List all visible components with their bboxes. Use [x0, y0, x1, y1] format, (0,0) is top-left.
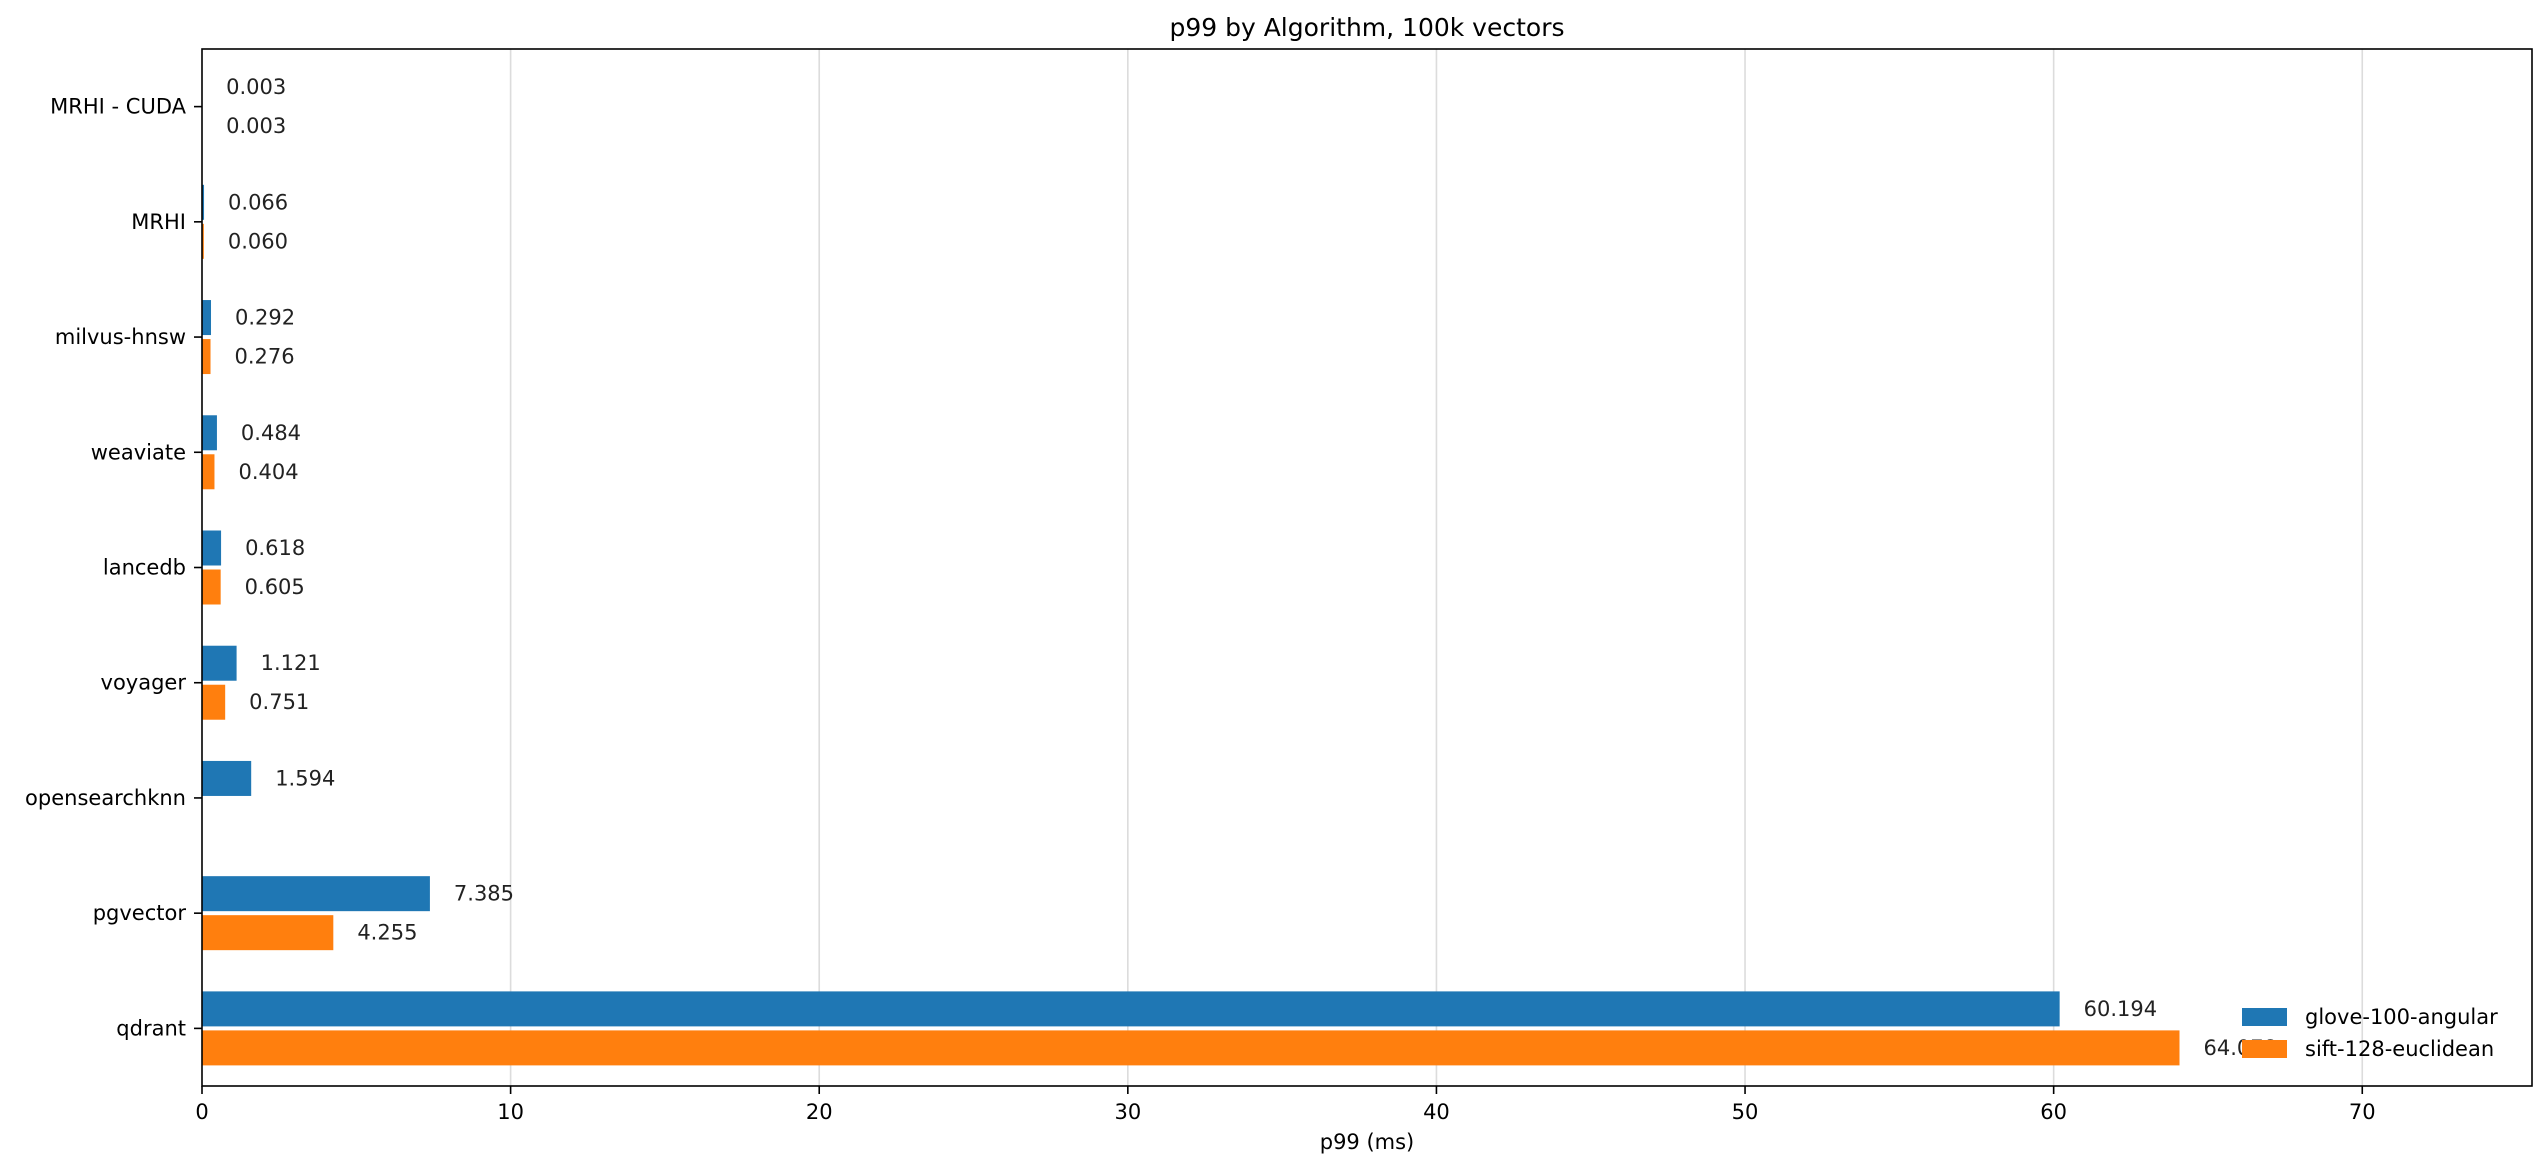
bar-glove-100-angular: [202, 760, 252, 796]
y-axis-ticks: MRHI - CUDA MRHI milvus-hnsw weaviate lanced…: [25, 95, 202, 1040]
data-label: 1.594: [275, 766, 335, 790]
bar-sift-128-euclidean: [202, 684, 226, 720]
x-axis-ticks: 0 10 20 30 40 50 60 70: [195, 1086, 2376, 1124]
x-tick-label: 10: [497, 1100, 524, 1124]
data-label: 0.605: [245, 575, 305, 599]
bar-sift-128-euclidean: [202, 1030, 2180, 1066]
y-tick-label: weaviate: [91, 440, 186, 464]
legend-swatch: [2242, 1040, 2287, 1058]
y-tick-label: opensearchknn: [25, 786, 186, 810]
x-tick-label: 40: [1423, 1100, 1450, 1124]
bar-glove-100-angular: [202, 530, 222, 566]
x-tick-label: 30: [1114, 1100, 1141, 1124]
bars: [202, 69, 2180, 1066]
x-axis-label: p99 (ms): [1320, 1130, 1415, 1154]
bar-glove-100-angular: [202, 645, 237, 681]
y-tick-label: MRHI: [131, 210, 186, 234]
bar-glove-100-angular: [202, 184, 205, 220]
chart-title: p99 by Algorithm, 100k vectors: [1169, 13, 1564, 42]
data-labels: 0.003 0.003 0.066 0.060 0.292 0.276 0.484 0.404…: [226, 75, 2277, 1060]
data-label: 0.751: [249, 690, 309, 714]
data-label: 0.003: [226, 75, 286, 99]
legend: glove-100-angular sift-128-euclidean: [2242, 1005, 2498, 1061]
data-label: 0.060: [228, 229, 288, 253]
x-tick-label: 50: [1732, 1100, 1759, 1124]
y-tick-label: qdrant: [116, 1016, 186, 1040]
y-tick-label: voyager: [101, 671, 187, 695]
gridlines: [509, 49, 2364, 1086]
x-tick-label: 70: [2349, 1100, 2376, 1124]
y-tick-label: pgvector: [93, 901, 187, 925]
bar-sift-128-euclidean: [202, 339, 211, 375]
legend-swatch: [2242, 1008, 2287, 1026]
bar-glove-100-angular: [202, 300, 212, 336]
x-tick-label: 0: [195, 1100, 208, 1124]
data-label: 0.066: [228, 190, 288, 214]
legend-label: glove-100-angular: [2305, 1005, 2498, 1029]
data-label: 7.385: [454, 882, 514, 906]
data-label: 0.404: [238, 460, 298, 484]
plot-frame: [201, 48, 2533, 1087]
data-label: 4.255: [357, 921, 417, 945]
data-label: 0.292: [235, 306, 295, 330]
y-tick-label: milvus-hnsw: [55, 325, 186, 349]
bar-sift-128-euclidean: [202, 569, 221, 605]
data-label: 60.194: [2084, 997, 2157, 1021]
y-tick-label: MRHI - CUDA: [50, 95, 186, 119]
bar-sift-128-euclidean: [202, 454, 215, 490]
bar-sift-128-euclidean: [202, 915, 334, 951]
data-label: 1.121: [261, 651, 321, 675]
data-label: 0.276: [235, 345, 295, 369]
x-tick-label: 20: [806, 1100, 833, 1124]
data-label: 0.484: [241, 421, 301, 445]
bar-glove-100-angular: [202, 991, 2060, 1027]
data-label: 0.618: [245, 536, 305, 560]
y-tick-label: lancedb: [103, 556, 186, 580]
x-tick-label: 60: [2040, 1100, 2067, 1124]
legend-label: sift-128-euclidean: [2305, 1037, 2494, 1061]
bar-sift-128-euclidean: [202, 223, 204, 259]
bar-glove-100-angular: [202, 415, 217, 451]
bar-glove-100-angular: [202, 876, 430, 912]
data-label: 0.003: [226, 114, 286, 138]
